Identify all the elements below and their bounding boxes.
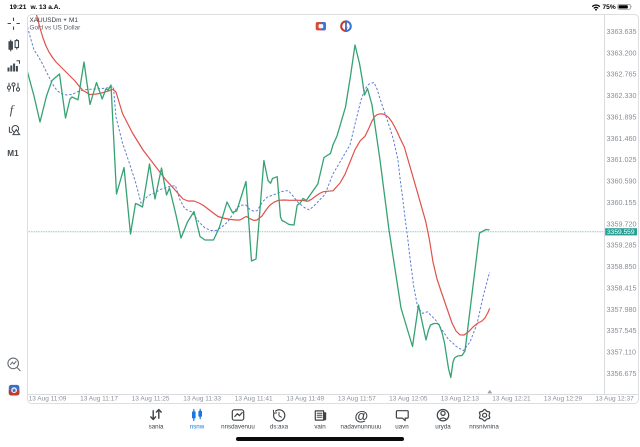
svg-text:3357.110: 3357.110 [607,348,636,357]
svg-text:13 Aug 11:25: 13 Aug 11:25 [132,396,170,403]
svg-text:13 Aug 11:57: 13 Aug 11:57 [338,396,376,403]
svg-text:3358.415: 3358.415 [607,283,637,292]
svg-text:3357.980: 3357.980 [607,305,637,314]
svg-text:3363.635: 3363.635 [607,27,637,36]
svg-text:3359.285: 3359.285 [607,241,637,250]
svg-text:3361.895: 3361.895 [607,112,637,121]
svg-text:13 Aug 11:41: 13 Aug 11:41 [235,396,273,403]
svg-text:uavn: uavn [395,424,409,431]
svg-text:Gold vs US Dollar: Gold vs US Dollar [30,24,82,31]
svg-text:sania: sania [149,424,164,431]
svg-text:w. 13 a.A.: w. 13 a.A. [30,4,61,11]
svg-text:3362.330: 3362.330 [607,91,637,100]
svg-text:3361.460: 3361.460 [607,134,637,143]
svg-text:3360.155: 3360.155 [607,198,637,207]
svg-text:M1: M1 [7,149,19,158]
svg-text:3359.720: 3359.720 [607,219,637,228]
svg-text:3363.200: 3363.200 [607,48,637,57]
svg-text:3356.675: 3356.675 [607,369,637,378]
svg-text:@: @ [354,407,368,423]
svg-text:13 Aug 12:21: 13 Aug 12:21 [492,396,531,403]
svg-text:75%: 75% [603,4,616,11]
svg-text:13 Aug 11:49: 13 Aug 11:49 [286,396,324,403]
svg-text:3362.765: 3362.765 [607,70,637,79]
svg-text:13 Aug 12:13: 13 Aug 12:13 [441,396,480,403]
svg-text:3361.025: 3361.025 [607,155,637,164]
svg-text:13 Aug 11:17: 13 Aug 11:17 [80,396,118,403]
svg-text:nsnw: nsnw [190,424,205,431]
svg-text:vain: vain [314,424,326,431]
svg-text:uryda: uryda [435,424,451,431]
svg-text:13 Aug 12:29: 13 Aug 12:29 [544,396,583,403]
svg-text:nadavnunnuuu: nadavnunnuuu [341,424,383,431]
svg-text:3359.559: 3359.559 [607,229,635,236]
svg-text:3358.850: 3358.850 [607,262,637,271]
svg-text:nnsdavenuu: nnsdavenuu [221,424,255,431]
svg-text:f: f [10,103,15,117]
svg-text:19:21: 19:21 [10,4,27,11]
svg-text:nnsnivnina: nnsnivnina [469,424,499,431]
svg-text:XAUUSDm: XAUUSDm [30,17,62,24]
svg-text:13 Aug 12:37: 13 Aug 12:37 [595,396,634,403]
svg-text:M1: M1 [69,17,78,24]
svg-text:13 Aug 11:33: 13 Aug 11:33 [183,396,221,403]
svg-text:3357.545: 3357.545 [607,326,637,335]
svg-text:3360.590: 3360.590 [607,177,637,186]
svg-text:13 Aug 11:09: 13 Aug 11:09 [29,396,67,403]
svg-text:ds:axa: ds:axa [270,424,289,431]
svg-text:13 Aug 12:05: 13 Aug 12:05 [389,396,428,403]
